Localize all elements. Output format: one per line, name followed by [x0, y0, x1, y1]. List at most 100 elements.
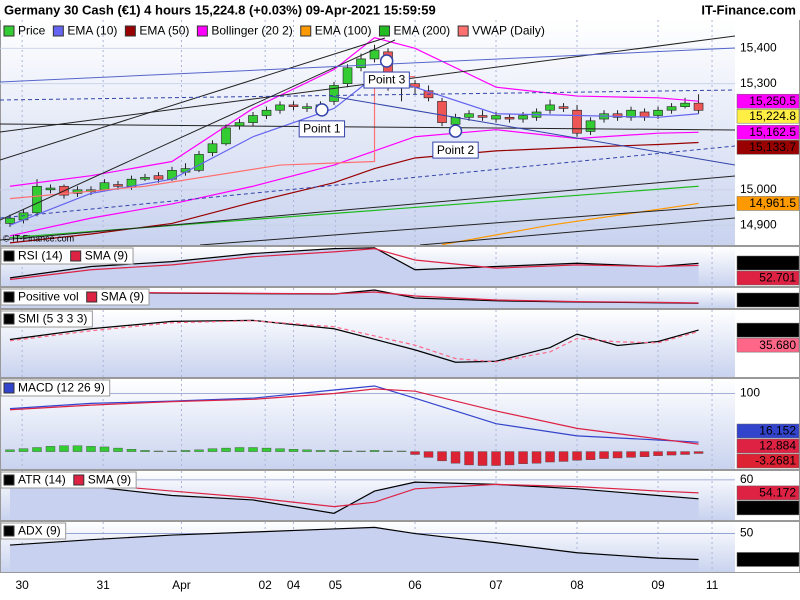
- annotation-box: [432, 141, 479, 159]
- histogram-bar: [221, 447, 231, 452]
- legend-swatch: [457, 25, 469, 37]
- annotation-label: Point 3: [368, 73, 406, 87]
- annotation-point: [315, 103, 329, 117]
- histogram-bar: [423, 451, 434, 458]
- panels: 14,900 15,000 15,300 15,400 15,250.515,224.8…: [0, 19, 800, 592]
- histogram-bar: [396, 450, 407, 452]
- header: Germany 30 Cash (€1) 4 hours 15,224.8 (+…: [0, 0, 800, 20]
- annotation-point: [379, 54, 394, 68]
- value-tag-label: 35.680: [759, 338, 796, 352]
- legend-label: Price: [18, 24, 46, 38]
- annotation-label: Point 1: [303, 122, 341, 136]
- series-line: [9, 320, 699, 363]
- candle-body: [221, 127, 231, 145]
- candle-body: [504, 116, 515, 120]
- legend-label: MACD (12 26 9): [18, 381, 105, 395]
- candle-body: [248, 115, 258, 123]
- histogram-bar: [45, 446, 56, 452]
- candle-body: [153, 175, 164, 180]
- overlays: Point 1 Point 2 Point 3: [298, 54, 479, 159]
- legend-label: SMA (9): [88, 473, 131, 487]
- plot-area: [9, 319, 699, 363]
- value-tag: [736, 108, 800, 124]
- series-line: [9, 385, 699, 443]
- x-tick-label: 02: [258, 578, 272, 592]
- y-tick-label: 60: [740, 472, 754, 486]
- histogram-bar: [315, 450, 326, 452]
- candle-body: [585, 120, 596, 132]
- histogram-bar: [113, 447, 123, 452]
- histogram-bar: [612, 451, 623, 459]
- histogram-bar: [680, 451, 690, 455]
- x-tick-label: 09: [651, 578, 665, 592]
- histogram-bar: [477, 451, 488, 466]
- histogram-bar: [167, 450, 177, 452]
- watermark: © IT-Finance.com: [3, 233, 74, 243]
- histogram-bar: [99, 446, 110, 452]
- candle-body: [329, 85, 339, 102]
- histogram-bar: [18, 448, 29, 452]
- value-tag-label: 16.294: [759, 552, 796, 566]
- series-line: [9, 248, 699, 281]
- legend: MACD (12 26 9): [0, 379, 111, 397]
- histogram-bar: [194, 449, 204, 452]
- value-tag-label: 16.152: [759, 424, 796, 438]
- histogram-bar: [518, 451, 528, 464]
- histogram-bar: [153, 450, 164, 452]
- x-tick-label: 11: [706, 578, 719, 592]
- candle-body: [680, 102, 690, 107]
- histogram-bar: [585, 451, 596, 460]
- legend-swatch: [86, 291, 98, 303]
- value-tag-label: 12.884: [759, 439, 796, 453]
- legend-swatch: [73, 474, 85, 486]
- legend-label: SMI (5 3 3 3): [18, 312, 87, 326]
- value-tag: [736, 140, 800, 155]
- x-tick-label: 05: [329, 578, 343, 592]
- legend-label: ATR (14): [18, 473, 66, 487]
- candle-body: [288, 104, 299, 107]
- candle-body: [545, 104, 555, 111]
- value-tag: [736, 255, 800, 271]
- plot-area: [9, 481, 699, 520]
- candle-body: [113, 184, 123, 187]
- legend-background: [0, 310, 93, 328]
- histogram-bar: [437, 451, 447, 462]
- candle-body: [693, 102, 704, 111]
- brand: IT-Finance.com: [701, 2, 796, 17]
- x-tick-label: 04: [287, 578, 301, 592]
- legend-label: ADX (9): [18, 524, 61, 538]
- series-line: [9, 37, 699, 187]
- legend-label: SMA (9): [101, 290, 144, 304]
- candle-body: [558, 106, 569, 109]
- legend-swatch: [196, 25, 208, 37]
- histogram-bar: [288, 449, 299, 452]
- legend-label: EMA (50): [139, 24, 189, 38]
- annotation-box: [363, 71, 410, 89]
- plot-area: [5, 385, 704, 466]
- legend-background: [0, 247, 134, 265]
- histogram-bar: [666, 451, 677, 456]
- annotation-box: [298, 120, 346, 138]
- histogram-bar: [234, 447, 245, 452]
- histogram-bar: [207, 448, 218, 452]
- value-tag-label: 51.518: [759, 501, 796, 515]
- value-tag: [736, 453, 800, 469]
- histogram-bar: [504, 451, 515, 466]
- histogram-bar: [639, 451, 650, 458]
- candle-body: [356, 58, 366, 69]
- value-tag-label: 1,019.4: [756, 293, 796, 307]
- annotation-label: Point 2: [437, 143, 475, 157]
- x-tick-label: 07: [489, 578, 503, 592]
- histogram-bar: [32, 447, 42, 452]
- legend-label: RSI (14): [18, 249, 63, 263]
- histogram-bar: [261, 447, 272, 452]
- value-tag-label: -3.2681: [755, 454, 796, 468]
- legend-swatch: [300, 25, 312, 37]
- y-tick-label: 14,900: [740, 217, 777, 231]
- series-line: [9, 526, 699, 561]
- legend-background: [0, 471, 137, 489]
- candle-body: [491, 115, 501, 120]
- legend-swatch: [3, 250, 15, 262]
- legend-swatch: [3, 525, 15, 537]
- x-tick-label: 31: [96, 578, 110, 592]
